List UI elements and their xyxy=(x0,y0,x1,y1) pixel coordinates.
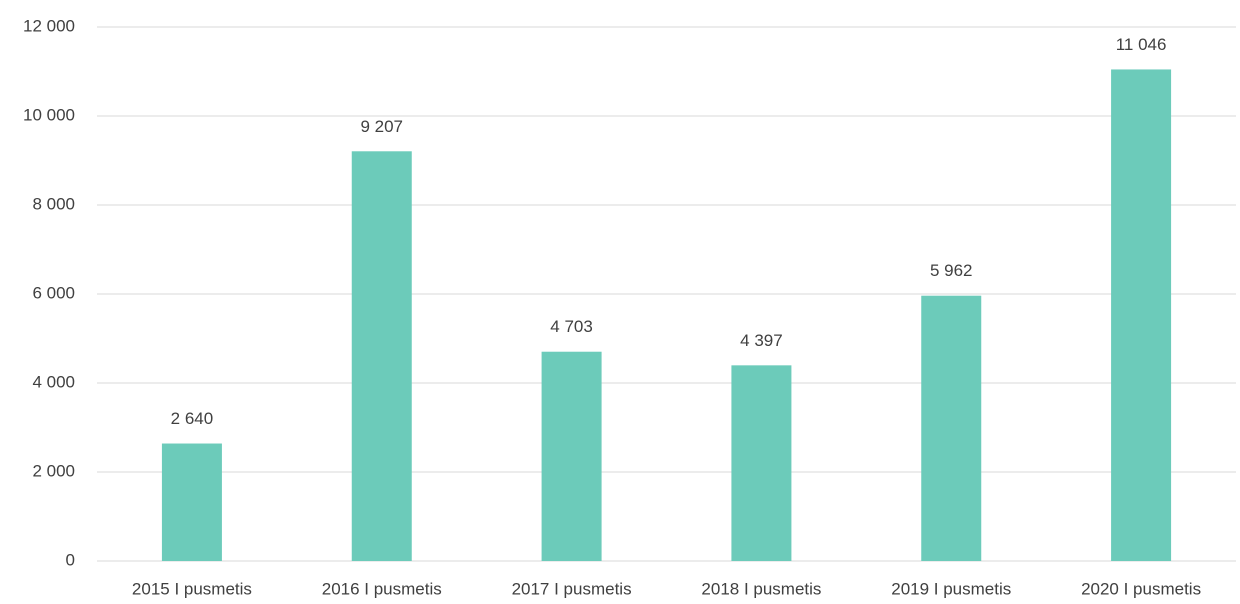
x-tick-label: 2019 I pusmetis xyxy=(891,579,1011,598)
data-label: 2 640 xyxy=(171,409,214,428)
data-label: 4 703 xyxy=(550,317,593,336)
x-tick-label: 2018 I pusmetis xyxy=(701,579,821,598)
y-tick-label: 10 000 xyxy=(23,105,75,124)
x-tick-label: 2015 I pusmetis xyxy=(132,579,252,598)
y-tick-label: 6 000 xyxy=(32,283,75,302)
data-label: 5 962 xyxy=(930,261,973,280)
y-tick-label: 4 000 xyxy=(32,372,75,391)
x-tick-label: 2020 I pusmetis xyxy=(1081,579,1201,598)
bar xyxy=(351,151,412,561)
bar xyxy=(1111,69,1172,561)
bar xyxy=(161,443,222,561)
bar xyxy=(541,351,602,561)
bar xyxy=(731,365,792,561)
bar xyxy=(921,295,982,561)
y-tick-label: 12 000 xyxy=(23,16,75,35)
data-label: 11 046 xyxy=(1116,35,1167,54)
data-label: 4 397 xyxy=(740,331,783,350)
data-label: 9 207 xyxy=(360,117,403,136)
y-tick-label: 2 000 xyxy=(32,461,75,480)
y-tick-label: 0 xyxy=(66,550,75,569)
y-tick-label: 8 000 xyxy=(32,194,75,213)
x-tick-label: 2017 I pusmetis xyxy=(512,579,632,598)
x-tick-label: 2016 I pusmetis xyxy=(322,579,442,598)
